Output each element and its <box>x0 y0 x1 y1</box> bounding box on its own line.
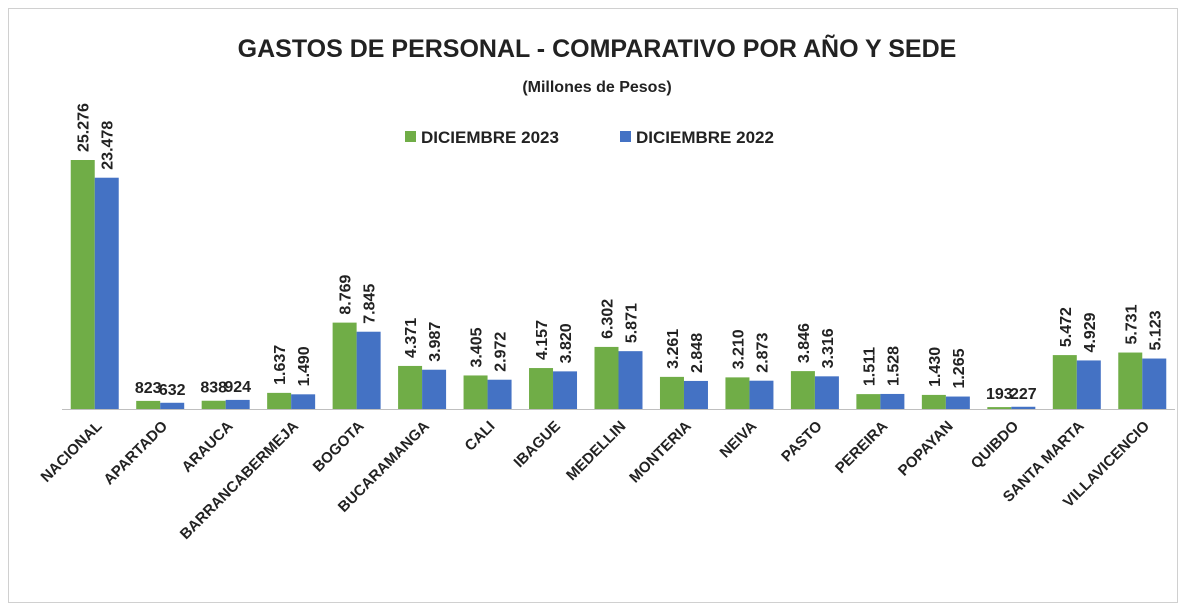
bar <box>725 377 750 409</box>
data-label: 3.405 <box>469 327 486 367</box>
bar <box>267 392 292 409</box>
bar <box>945 396 970 409</box>
data-label: 632 <box>159 382 186 399</box>
bar <box>659 376 684 409</box>
data-label: 3.987 <box>427 322 444 362</box>
data-label: 8.769 <box>338 274 355 314</box>
bar <box>594 346 619 409</box>
bar <box>70 160 95 409</box>
data-label: 2.972 <box>493 332 510 372</box>
bar <box>814 376 839 409</box>
data-label: 1.430 <box>927 347 944 387</box>
bar <box>1052 355 1077 409</box>
chart-subtitle: (Millones de Pesos) <box>522 79 671 96</box>
bar <box>332 322 357 409</box>
bar <box>136 400 161 409</box>
legend-swatch <box>620 131 631 142</box>
bar <box>398 365 423 409</box>
bar <box>94 177 119 409</box>
bar <box>487 379 512 409</box>
bar <box>1076 360 1101 409</box>
data-label: 3.210 <box>730 329 747 369</box>
data-label: 4.929 <box>1082 312 1099 352</box>
data-label: 227 <box>1010 386 1037 403</box>
bar <box>201 400 226 409</box>
bar <box>683 380 708 409</box>
bar <box>1142 358 1167 409</box>
data-label: 5.731 <box>1123 304 1140 344</box>
bar <box>618 351 643 409</box>
bar <box>1118 352 1143 409</box>
data-label: 7.845 <box>362 284 379 324</box>
bar <box>790 371 815 409</box>
data-label: 2.873 <box>754 333 771 373</box>
data-label: 193 <box>986 386 1013 403</box>
data-label: 3.261 <box>665 329 682 369</box>
legend-swatch <box>405 131 416 142</box>
bar <box>1011 406 1036 409</box>
chart-title: GASTOS DE PERSONAL - COMPARATIVO POR AÑO… <box>238 33 957 63</box>
bar <box>529 368 554 409</box>
bar <box>987 407 1012 409</box>
data-label: 924 <box>224 379 251 396</box>
legend-label: DICIEMBRE 2023 <box>421 128 559 147</box>
data-label: 838 <box>200 380 227 397</box>
data-label: 1.490 <box>296 346 313 386</box>
data-label: 1.637 <box>272 345 289 385</box>
data-label: 6.302 <box>600 299 617 339</box>
data-label: 25.276 <box>76 103 93 152</box>
bar <box>463 375 488 409</box>
bar <box>553 371 578 409</box>
bar <box>160 402 185 409</box>
data-label: 4.371 <box>403 318 420 358</box>
bar <box>856 394 881 409</box>
bar <box>880 393 905 409</box>
data-label: 1.528 <box>885 346 902 386</box>
bar <box>749 380 774 409</box>
bar <box>225 399 250 409</box>
bar <box>422 369 447 409</box>
data-label: 5.472 <box>1058 307 1075 347</box>
data-label: 1.511 <box>861 347 878 386</box>
data-label: 3.846 <box>796 323 813 363</box>
data-label: 3.316 <box>820 328 837 368</box>
legend-label: DICIEMBRE 2022 <box>636 128 774 147</box>
bar <box>291 394 316 409</box>
data-label: 4.157 <box>534 320 551 360</box>
chart-border <box>8 8 1178 603</box>
data-label: 2.848 <box>689 333 706 373</box>
data-label: 5.123 <box>1147 310 1164 350</box>
data-label: 23.478 <box>100 121 117 170</box>
data-label: 3.820 <box>558 323 575 363</box>
data-label: 5.871 <box>624 303 641 343</box>
bar <box>921 394 946 409</box>
bar <box>356 331 381 409</box>
data-label: 823 <box>135 380 162 397</box>
data-label: 1.265 <box>951 348 968 388</box>
